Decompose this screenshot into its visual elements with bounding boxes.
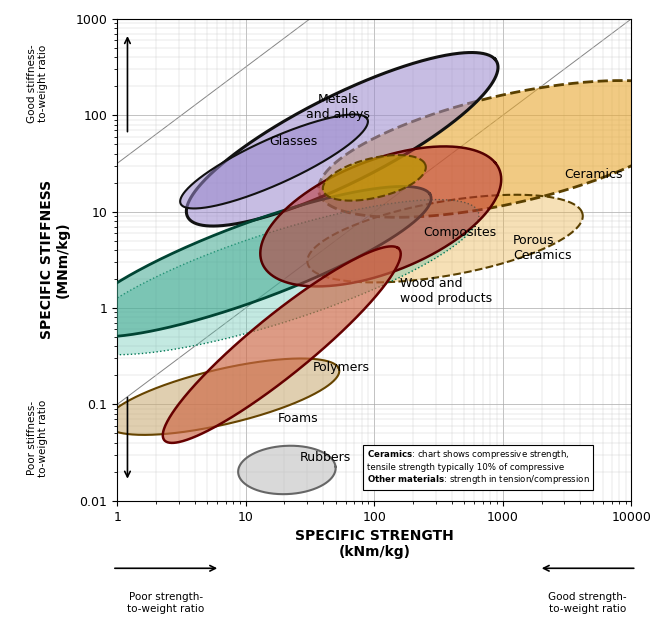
Polygon shape [323, 155, 426, 201]
Text: $\bf{Ceramics}$: chart shows compressive strength,
tensile strength typically 10: $\bf{Ceramics}$: chart shows compressive… [367, 448, 589, 486]
Polygon shape [180, 115, 368, 208]
Polygon shape [77, 200, 479, 355]
Text: Glasses: Glasses [269, 135, 317, 148]
Polygon shape [260, 146, 501, 287]
Polygon shape [74, 187, 431, 337]
Text: Metals
and alloys: Metals and alloys [307, 93, 370, 121]
Text: Composites: Composites [423, 226, 496, 239]
Text: Good strength-
to-weight ratio: Good strength- to-weight ratio [548, 592, 627, 614]
Text: Poor strength-
to-weight ratio: Poor strength- to-weight ratio [128, 592, 204, 614]
Text: Rubbers: Rubbers [299, 451, 351, 464]
Polygon shape [318, 81, 651, 217]
Text: Wood and
wood products: Wood and wood products [400, 277, 492, 305]
X-axis label: SPECIFIC STRENGTH
(kNm/kg): SPECIFIC STRENGTH (kNm/kg) [295, 529, 454, 559]
Text: Polymers: Polymers [312, 361, 370, 374]
Text: Foams: Foams [278, 413, 318, 425]
Y-axis label: SPECIFIC STIFFNESS
(MNm/kg): SPECIFIC STIFFNESS (MNm/kg) [40, 180, 70, 339]
Polygon shape [106, 359, 339, 435]
Polygon shape [186, 53, 498, 226]
Text: Poor stiffness-
to-weight ratio: Poor stiffness- to-weight ratio [27, 399, 48, 477]
Polygon shape [307, 195, 583, 282]
Polygon shape [163, 247, 401, 443]
Text: Good stiffness-
to-weight ratio: Good stiffness- to-weight ratio [27, 44, 48, 123]
Text: Ceramics: Ceramics [564, 168, 623, 182]
Text: Porous
Ceramics: Porous Ceramics [513, 234, 572, 262]
Polygon shape [238, 446, 336, 494]
